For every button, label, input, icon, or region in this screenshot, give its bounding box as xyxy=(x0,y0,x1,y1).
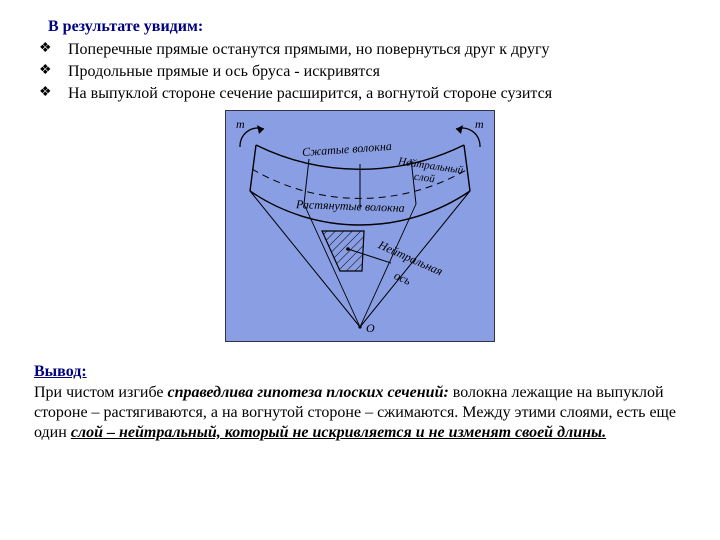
conclusion-heading: Вывод: xyxy=(34,363,686,381)
bullet-item: На выпуклой стороне сечение расширится, … xyxy=(38,84,686,104)
hypothesis-text: справедлива гипотеза плоских сечений: xyxy=(167,384,448,401)
moment-left-label: m xyxy=(236,117,245,132)
bullet-list: Поперечные прямые останутся прямыми, но … xyxy=(38,40,686,104)
bullet-item: Продольные прямые и ось бруса - искривят… xyxy=(38,62,686,82)
bending-diagram: m m Сжатые волокна Нейтральный слой Раст… xyxy=(225,110,495,342)
result-heading: В результате увидим: xyxy=(48,18,686,36)
neutral-layer-text: слой – нейтральный, который не искривляе… xyxy=(71,424,606,441)
moment-right-label: m xyxy=(475,117,484,132)
bullet-item: Поперечные прямые останутся прямыми, но … xyxy=(38,40,686,60)
conclusion-text: При чистом изгибе справедлива гипотеза п… xyxy=(34,383,686,443)
origin-label: O xyxy=(366,321,375,336)
conclusion-part1: При чистом изгибе xyxy=(34,384,167,401)
